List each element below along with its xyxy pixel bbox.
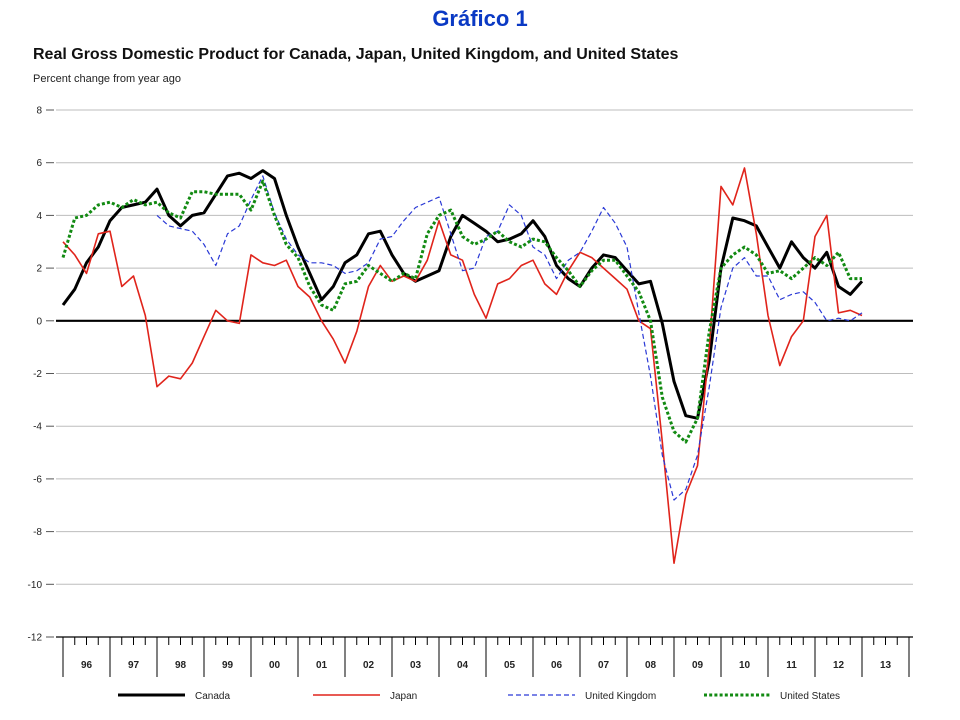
y-tick-label: -12	[28, 633, 43, 644]
series-line-japan	[62, 167, 863, 564]
legend-label-united-kingdom: United Kingdom	[585, 691, 656, 702]
series-line-united-states	[61, 179, 862, 444]
chart-subtitle: Percent change from year ago	[33, 73, 181, 85]
x-tick-label: 07	[598, 660, 610, 671]
x-tick-label: 12	[833, 660, 845, 671]
y-tick-label: -6	[33, 474, 42, 485]
y-tick-label: 8	[36, 106, 42, 117]
x-tick-label: 06	[551, 660, 563, 671]
x-axis: 96 97 98 99 00 01 02 03 04 05 06 07 08 09 10 11 12 13	[56, 636, 913, 677]
series-line-canada	[61, 169, 864, 420]
y-tick-label: 4	[36, 211, 42, 222]
x-tick-label: 08	[645, 660, 657, 671]
slide-title: Gráfico 1	[432, 6, 528, 31]
legend-label-japan: Japan	[390, 691, 417, 702]
y-tick-label: -8	[33, 527, 42, 538]
series-line-united-kingdom	[156, 175, 863, 501]
x-tick-label: 02	[363, 660, 375, 671]
y-tick-label: 2	[36, 264, 42, 275]
x-tick-label: 97	[128, 660, 140, 671]
x-tick-label: 01	[316, 660, 328, 671]
x-tick-label: 96	[81, 660, 93, 671]
y-tick-label: -2	[33, 369, 42, 380]
x-tick-label: 00	[269, 660, 281, 671]
legend-label-canada: Canada	[195, 691, 230, 702]
legend: Canada Japan United Kingdom United States	[118, 691, 840, 702]
y-tick-label: -4	[33, 422, 42, 433]
y-tick-label: 6	[36, 158, 42, 169]
x-tick-label: 05	[504, 660, 516, 671]
chart-title: Real Gross Domestic Product for Canada, …	[33, 46, 679, 63]
x-tick-label: 98	[175, 660, 187, 671]
x-tick-label: 11	[786, 660, 797, 671]
y-tick-label: -10	[28, 580, 43, 591]
legend-label-united-states: United States	[780, 691, 840, 702]
y-axis-ticks: 8 6 4 2 0 -2 -4 -6 -8 -10 -12	[28, 106, 54, 644]
x-tick-label: 10	[739, 660, 751, 671]
y-tick-label: 0	[36, 316, 42, 327]
x-tick-label: 09	[692, 660, 704, 671]
x-tick-label: 99	[222, 660, 234, 671]
series-layer	[61, 167, 864, 564]
x-tick-label: 13	[880, 660, 892, 671]
x-tick-label: 04	[457, 660, 469, 671]
x-tick-label: 03	[410, 660, 422, 671]
